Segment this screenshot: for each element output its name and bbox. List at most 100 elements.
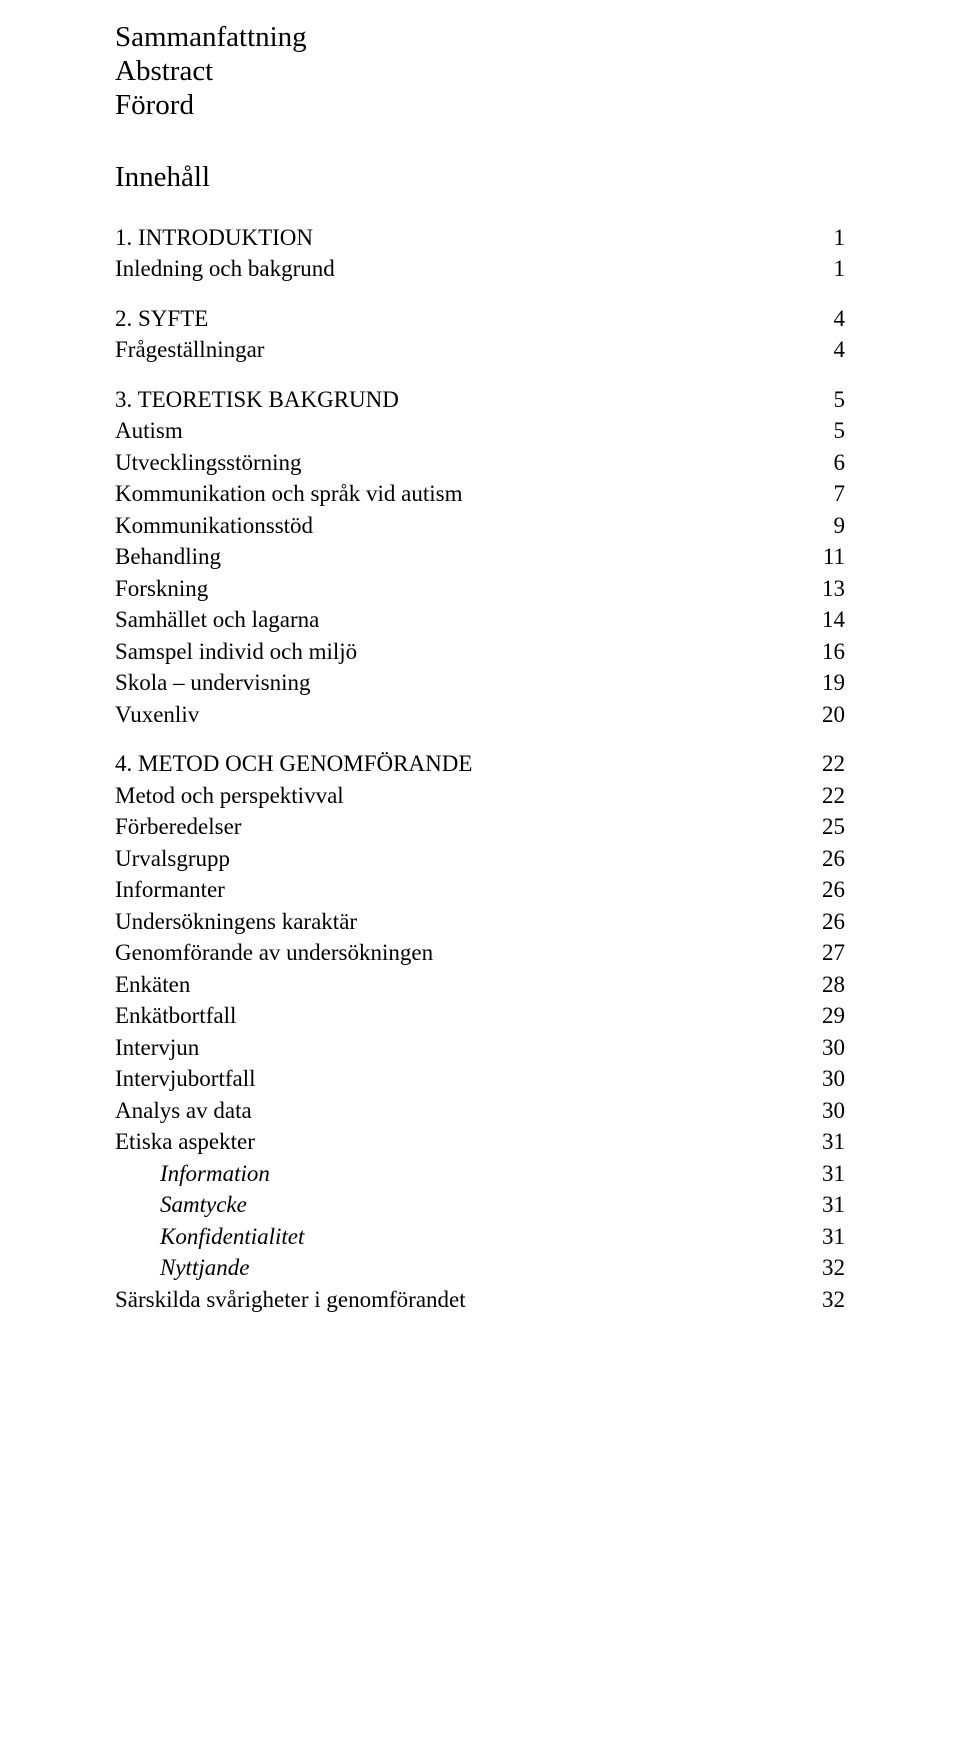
toc-page-number: 16 <box>822 636 845 668</box>
toc-page-number: 32 <box>822 1252 845 1284</box>
toc-row: Nyttjande 32 <box>115 1252 845 1284</box>
toc-label: Samtycke <box>115 1189 247 1221</box>
toc-row: Information 31 <box>115 1158 845 1190</box>
toc-label: Informanter <box>115 874 225 906</box>
toc-label: Forskning <box>115 573 208 605</box>
toc-label: Samspel individ och miljö <box>115 636 357 668</box>
toc-label: Förberedelser <box>115 811 241 843</box>
toc-page-number: 1 <box>834 253 846 285</box>
toc-heading: Innehåll <box>115 161 845 194</box>
front-line-forord: Förord <box>115 88 845 122</box>
toc-page-number: 30 <box>822 1032 845 1064</box>
toc-row: Intervjubortfall 30 <box>115 1063 845 1095</box>
toc-page-number: 30 <box>822 1095 845 1127</box>
toc-page-number: 26 <box>822 874 845 906</box>
toc-row: Vuxenliv 20 <box>115 699 845 731</box>
toc-label: Särskilda svårigheter i genomförandet <box>115 1284 466 1316</box>
toc-row: Kommunikation och språk vid autism 7 <box>115 478 845 510</box>
toc-page-number: 22 <box>822 748 845 780</box>
toc-page-number: 26 <box>822 843 845 875</box>
toc-page-number: 6 <box>834 447 846 479</box>
toc-label: Konfidentialitet <box>115 1221 304 1253</box>
toc-label: Skola – undervisning <box>115 667 311 699</box>
toc-row: Forskning 13 <box>115 573 845 605</box>
toc-row: Etiska aspekter 31 <box>115 1126 845 1158</box>
toc-row: Genomförande av undersökningen 27 <box>115 937 845 969</box>
toc-label: Behandling <box>115 541 221 573</box>
toc-label: Intervjubortfall <box>115 1063 256 1095</box>
toc-label: Kommunikation och språk vid autism <box>115 478 463 510</box>
toc-row: Urvalsgrupp 26 <box>115 843 845 875</box>
toc-row: Skola – undervisning 19 <box>115 667 845 699</box>
toc-label: Enkäten <box>115 969 190 1001</box>
toc-row: Förberedelser 25 <box>115 811 845 843</box>
toc-row: Analys av data 30 <box>115 1095 845 1127</box>
front-line-abstract: Abstract <box>115 54 845 88</box>
toc-label: Intervjun <box>115 1032 199 1064</box>
toc-page-number: 4 <box>834 334 846 366</box>
toc-row: Behandling 11 <box>115 541 845 573</box>
toc-page-number: 1 <box>834 222 846 254</box>
toc-page-number: 7 <box>834 478 846 510</box>
toc-label: Autism <box>115 415 183 447</box>
toc-label: Utvecklingsstörning <box>115 447 302 479</box>
toc-page-number: 13 <box>822 573 845 605</box>
table-of-contents: 1. INTRODUKTION 1 Inledning och bakgrund 1 2… <box>115 222 845 1316</box>
toc-page-number: 28 <box>822 969 845 1001</box>
toc-label: 4. METOD OCH GENOMFÖRANDE <box>115 748 472 780</box>
toc-page-number: 22 <box>822 780 845 812</box>
toc-row: Samtycke 31 <box>115 1189 845 1221</box>
toc-row: Enkätbortfall29 <box>115 1000 845 1032</box>
toc-row: Informanter 26 <box>115 874 845 906</box>
toc-page-number: 31 <box>822 1158 845 1190</box>
front-line-sammanfattning: Sammanfattning <box>115 20 845 54</box>
toc-label: 3. TEORETISK BAKGRUND <box>115 384 399 416</box>
toc-row: Enkäten 28 <box>115 969 845 1001</box>
toc-row: Samhället och lagarna14 <box>115 604 845 636</box>
toc-label: Vuxenliv <box>115 699 199 731</box>
toc-row: 1. INTRODUKTION 1 <box>115 222 845 254</box>
toc-row: Undersökningens karaktär 26 <box>115 906 845 938</box>
toc-page-number: 20 <box>822 699 845 731</box>
toc-label: Undersökningens karaktär <box>115 906 357 938</box>
toc-row: Inledning och bakgrund 1 <box>115 253 845 285</box>
toc-row: 3. TEORETISK BAKGRUND 5 <box>115 384 845 416</box>
toc-page-number: 27 <box>822 937 845 969</box>
toc-page-number: 19 <box>822 667 845 699</box>
front-matter-block: Sammanfattning Abstract Förord <box>115 20 845 123</box>
toc-label: 1. INTRODUKTION <box>115 222 313 254</box>
toc-label: Information <box>115 1158 270 1190</box>
toc-row: Kommunikationsstöd9 <box>115 510 845 542</box>
toc-label: Etiska aspekter <box>115 1126 255 1158</box>
toc-label: Genomförande av undersökningen <box>115 937 433 969</box>
toc-row: 2. SYFTE 4 <box>115 303 845 335</box>
toc-page-number: 4 <box>834 303 846 335</box>
toc-row: Intervjun 30 <box>115 1032 845 1064</box>
toc-page-number: 30 <box>822 1063 845 1095</box>
toc-row: Konfidentialitet 31 <box>115 1221 845 1253</box>
toc-row: 4. METOD OCH GENOMFÖRANDE 22 <box>115 748 845 780</box>
toc-label: 2. SYFTE <box>115 303 208 335</box>
toc-row: Utvecklingsstörning 6 <box>115 447 845 479</box>
toc-label: Enkätbortfall <box>115 1000 236 1032</box>
toc-row: Samspel individ och miljö 16 <box>115 636 845 668</box>
toc-row: Autism 5 <box>115 415 845 447</box>
toc-page-number: 26 <box>822 906 845 938</box>
toc-page-number: 31 <box>822 1126 845 1158</box>
toc-label: Inledning och bakgrund <box>115 253 335 285</box>
toc-page-number: 31 <box>822 1189 845 1221</box>
toc-label: Analys av data <box>115 1095 252 1127</box>
toc-page-number: 25 <box>822 811 845 843</box>
toc-label: Nyttjande <box>115 1252 249 1284</box>
toc-page-number: 5 <box>834 415 846 447</box>
toc-page-number: 11 <box>823 541 845 573</box>
toc-page-number: 5 <box>834 384 846 416</box>
toc-label: Kommunikationsstöd <box>115 510 313 542</box>
toc-page-number: 31 <box>822 1221 845 1253</box>
toc-row: Metod och perspektivval22 <box>115 780 845 812</box>
document-page: Sammanfattning Abstract Förord Innehåll … <box>0 0 960 1355</box>
toc-label: Frågeställningar <box>115 334 264 366</box>
toc-label: Urvalsgrupp <box>115 843 230 875</box>
toc-page-number: 32 <box>822 1284 845 1316</box>
toc-label: Samhället och lagarna <box>115 604 319 636</box>
